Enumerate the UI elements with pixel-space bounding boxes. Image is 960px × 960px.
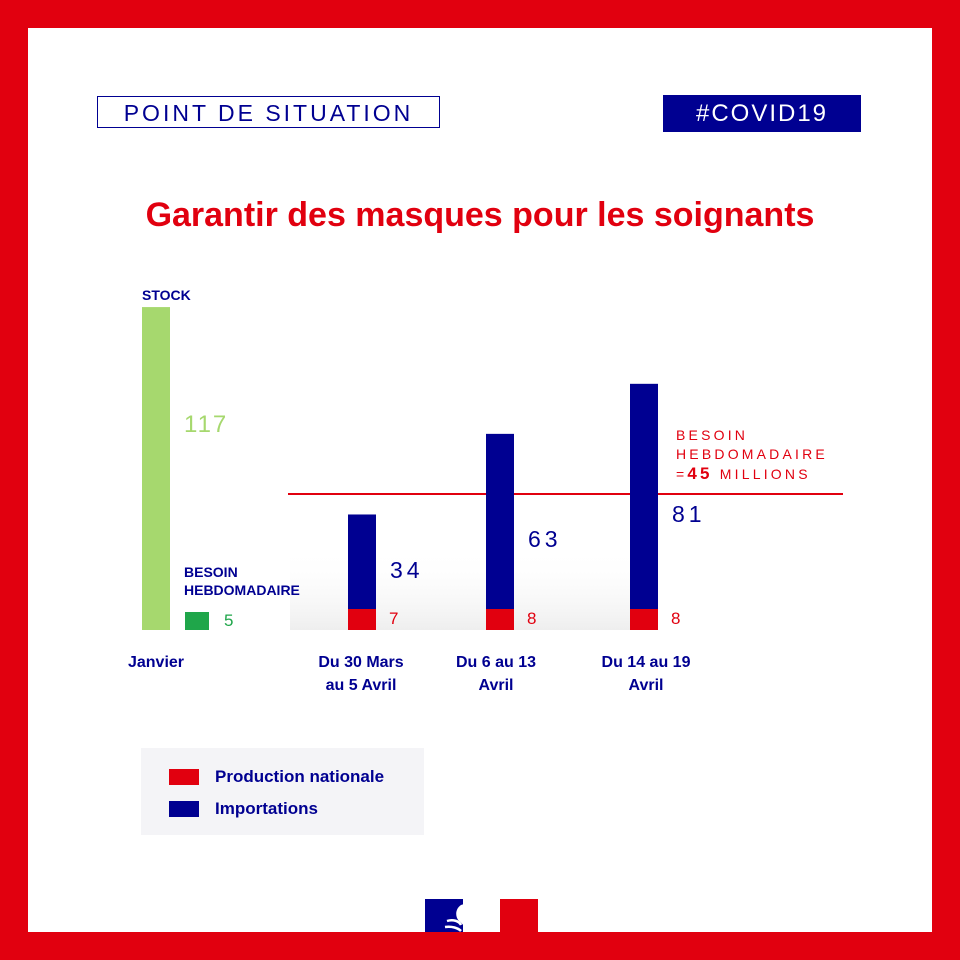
importations-bar bbox=[486, 433, 514, 609]
category-label-du-14-au-19-avril: Du 14 au 19 bbox=[602, 654, 691, 671]
production-bar bbox=[486, 609, 514, 630]
stock-value-label: 117 bbox=[184, 411, 228, 438]
january-need-value: 5 bbox=[224, 611, 233, 630]
marianne-logo-icon bbox=[425, 899, 538, 932]
legend-item-importations: Importations bbox=[169, 799, 318, 819]
point-de-situation-tag: POINT DE SITUATION bbox=[97, 96, 440, 128]
importations-bar bbox=[348, 514, 376, 609]
weekly-need-label-line: HEBDOMADAIRE bbox=[676, 446, 828, 462]
stock-label: STOCK bbox=[142, 287, 191, 303]
production-value-label: 7 bbox=[389, 609, 398, 628]
production-bar bbox=[348, 609, 376, 630]
category-label-du-30-mars-au-5-avril: Du 30 Mars bbox=[318, 654, 403, 671]
category-label-du-6-au-13-avril: Du 6 au 13 bbox=[456, 654, 536, 671]
importations-bar bbox=[630, 383, 658, 609]
production-value-label: 8 bbox=[527, 609, 536, 628]
january-need-label-line: BESOIN bbox=[184, 564, 238, 580]
category-label-du-6-au-13-avril: Avril bbox=[479, 677, 514, 694]
infographic-card: POINT DE SITUATION #COVID19 Garantir des… bbox=[28, 28, 932, 932]
legend-item-production: Production nationale bbox=[169, 767, 384, 787]
marianne-logo bbox=[416, 893, 547, 932]
covid19-hashtag-tag: #COVID19 bbox=[663, 95, 861, 132]
january-need-bar bbox=[185, 612, 209, 630]
category-label-janvier: Janvier bbox=[128, 654, 184, 671]
production-value-label: 8 bbox=[671, 609, 680, 628]
chart-legend: Production nationale Importations bbox=[141, 748, 424, 835]
legend-label-importations: Importations bbox=[215, 799, 318, 818]
mask-supply-chart: STOCK 117 5 BESOIN HEBDOMADAIRE BESOIN HEBDOMA… bbox=[128, 287, 843, 694]
production-bar bbox=[630, 609, 658, 630]
importations-value-label: 81 bbox=[672, 501, 706, 527]
weekly-need-label-line: BESOIN bbox=[676, 427, 748, 443]
stock-bar bbox=[142, 307, 170, 630]
page-title: Garantir des masques pour les soignants bbox=[145, 196, 815, 234]
legend-swatch-importations bbox=[169, 801, 199, 817]
chart-floor-shade bbox=[290, 548, 650, 630]
category-label-du-14-au-19-avril: Avril bbox=[629, 677, 664, 694]
importations-value-label: 34 bbox=[390, 557, 424, 583]
importations-value-label: 63 bbox=[528, 526, 562, 552]
legend-label-production: Production nationale bbox=[215, 767, 385, 786]
legend-swatch-production bbox=[169, 769, 199, 785]
category-label-du-30-mars-au-5-avril: au 5 Avril bbox=[326, 677, 397, 694]
weekly-need-value-line: =45 MILLIONS bbox=[676, 464, 811, 483]
january-need-label-line: HEBDOMADAIRE bbox=[184, 582, 300, 598]
